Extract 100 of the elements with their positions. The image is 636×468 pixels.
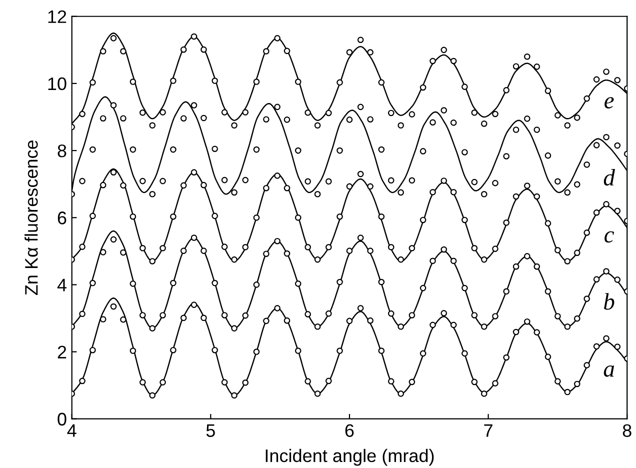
point — [284, 317, 290, 324]
point — [544, 220, 552, 226]
point — [294, 214, 302, 221]
point — [357, 104, 364, 110]
point — [524, 318, 530, 325]
point — [346, 116, 353, 123]
point — [534, 126, 540, 133]
point — [462, 149, 468, 156]
point — [231, 256, 238, 263]
point — [180, 182, 187, 189]
point — [574, 380, 580, 388]
point — [398, 122, 404, 129]
point — [149, 258, 156, 264]
point — [614, 76, 621, 84]
point — [492, 380, 498, 386]
point — [336, 79, 343, 86]
point — [614, 142, 621, 149]
point — [170, 146, 176, 153]
point — [79, 244, 86, 250]
point — [190, 102, 198, 108]
point — [242, 109, 249, 116]
point — [200, 314, 207, 322]
point — [120, 48, 126, 54]
point — [614, 208, 621, 214]
point — [471, 109, 478, 116]
point — [200, 46, 207, 53]
point — [253, 214, 260, 221]
point — [160, 244, 166, 252]
point — [274, 35, 280, 42]
point — [440, 46, 448, 54]
point — [100, 115, 106, 122]
series-label: b — [604, 293, 614, 310]
point — [314, 190, 321, 198]
point — [90, 146, 96, 153]
point — [346, 49, 353, 56]
point — [554, 112, 561, 118]
point — [200, 248, 207, 254]
point — [492, 110, 498, 118]
point — [574, 181, 580, 188]
point — [440, 107, 448, 114]
point — [378, 79, 385, 86]
point — [180, 115, 187, 122]
point — [263, 318, 270, 324]
point — [584, 161, 590, 168]
point — [544, 152, 552, 159]
point — [221, 379, 228, 386]
point — [190, 33, 198, 40]
point — [462, 216, 468, 224]
point — [212, 346, 218, 354]
point — [603, 68, 610, 75]
point — [263, 184, 270, 192]
point — [231, 325, 238, 332]
point — [430, 188, 436, 196]
point — [140, 379, 146, 386]
x-tick-label: 5 — [206, 424, 215, 437]
point — [388, 110, 394, 116]
point — [346, 183, 353, 190]
point — [388, 244, 394, 250]
point — [593, 209, 600, 216]
point — [440, 246, 448, 253]
point — [149, 392, 156, 399]
point — [284, 184, 290, 192]
point — [294, 348, 302, 354]
point — [398, 390, 404, 397]
x-tick-label: 6 — [345, 424, 354, 437]
point — [408, 312, 416, 318]
point — [130, 280, 136, 287]
point — [110, 102, 117, 108]
point — [242, 244, 249, 250]
point — [378, 278, 385, 286]
point — [79, 310, 86, 318]
x-tick-label: 4 — [67, 424, 76, 437]
point — [564, 258, 571, 264]
point — [367, 49, 374, 56]
point — [492, 246, 498, 252]
point — [544, 288, 552, 295]
point — [503, 220, 510, 226]
series-label: c — [604, 231, 614, 243]
point — [120, 115, 126, 122]
point — [408, 378, 416, 386]
point — [388, 378, 394, 384]
point — [603, 268, 610, 274]
point — [294, 147, 302, 154]
point — [593, 142, 600, 148]
point — [231, 392, 238, 399]
series-label: e — [604, 97, 614, 108]
point — [180, 314, 187, 322]
point — [263, 250, 270, 257]
point — [408, 177, 416, 184]
x-axis-title: Incident angle (mrad) — [266, 448, 434, 466]
series-label: d — [604, 169, 616, 186]
point — [512, 63, 520, 70]
point — [420, 216, 426, 224]
point — [420, 284, 426, 292]
point — [378, 146, 385, 153]
point — [440, 178, 448, 184]
point — [388, 310, 394, 317]
y-axis-title: Zn Kα fluorescence — [24, 140, 38, 296]
point — [326, 378, 332, 384]
point — [462, 84, 468, 90]
